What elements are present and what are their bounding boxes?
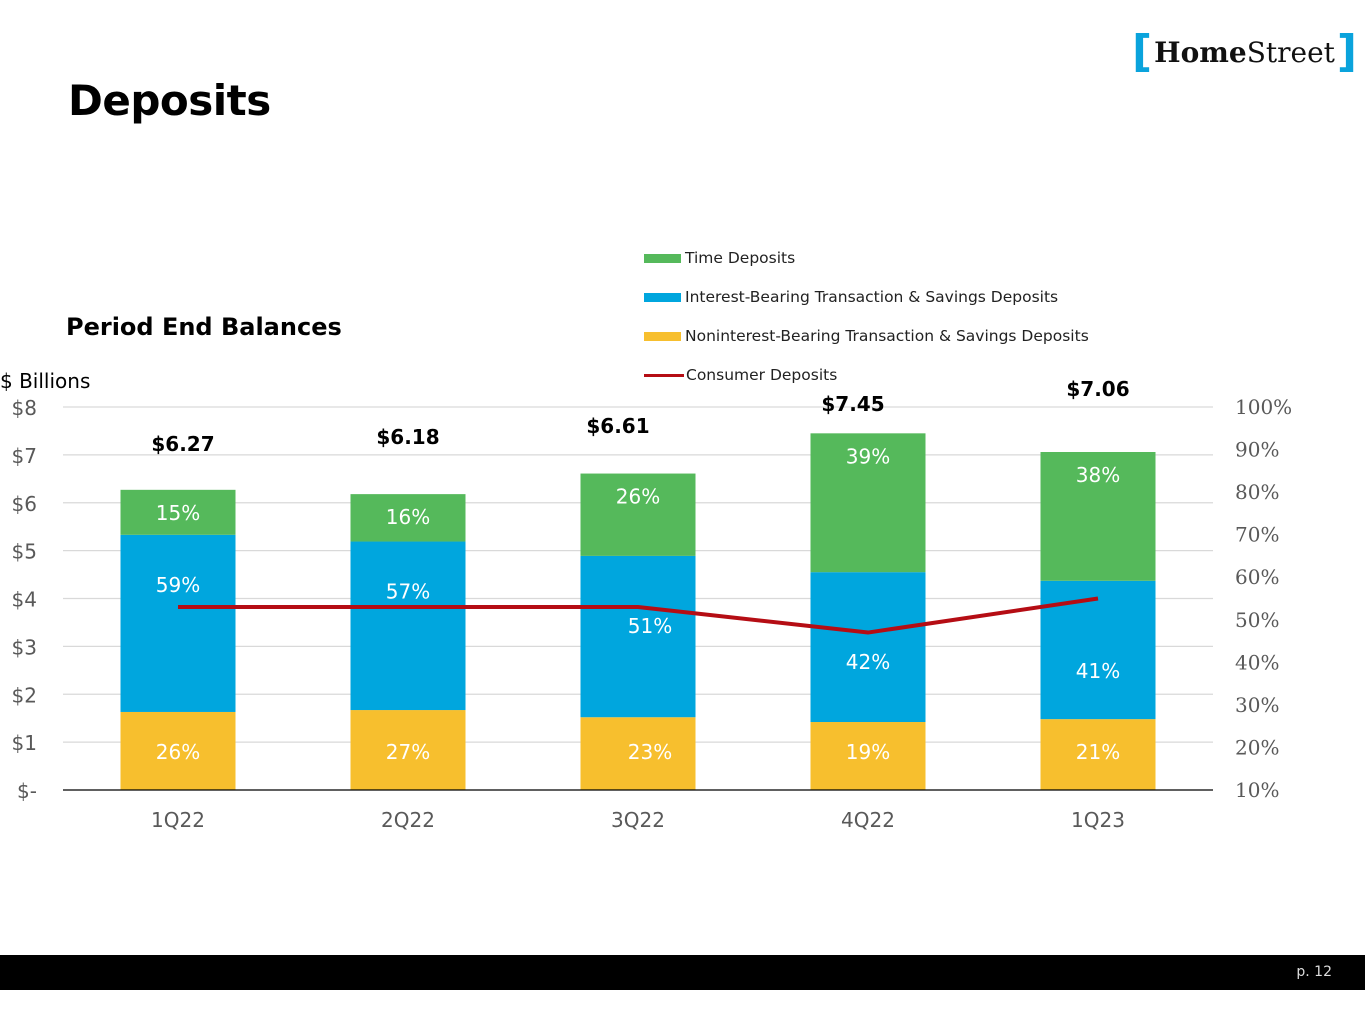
y-tick-label: $8 <box>12 396 37 420</box>
segment-pct-label: 26% <box>156 740 200 764</box>
bar-segment <box>1040 452 1156 581</box>
segment-pct-label: 27% <box>386 740 430 764</box>
bar-total-label: $6.61 <box>586 414 649 438</box>
y2-tick-label: 30% <box>1235 693 1279 717</box>
segment-pct-label: 57% <box>386 580 430 604</box>
legend-line-swatch <box>644 373 684 377</box>
y2-tick-label: 60% <box>1235 565 1279 589</box>
bar-total-label: $6.27 <box>151 432 214 456</box>
segment-pct-label: 26% <box>616 485 660 509</box>
bar-segment <box>810 572 926 723</box>
bar-segment <box>580 473 696 556</box>
bar-segment <box>580 555 696 718</box>
segment-pct-label: 19% <box>846 740 890 764</box>
bar-segment <box>810 433 926 573</box>
y-tick-label: $5 <box>12 540 37 564</box>
y2-tick-label: 40% <box>1235 650 1279 674</box>
logo-text: HomeStreet <box>1152 36 1337 69</box>
x-tick-label: 2Q22 <box>381 808 435 832</box>
x-tick-label: 1Q23 <box>1071 808 1125 832</box>
x-tick-label: 1Q22 <box>151 808 205 832</box>
bar-segment <box>350 494 466 542</box>
bar-segment <box>350 541 466 711</box>
logo-bracket-left: [ <box>1132 26 1153 77</box>
units-label: $ Billions <box>0 369 91 393</box>
legend-label: Consumer Deposits <box>686 366 838 384</box>
bar-segment <box>580 717 696 790</box>
y-tick-label: $6 <box>12 492 37 516</box>
legend-label: Time Deposits <box>685 249 796 267</box>
segment-pct-label: 15% <box>156 501 200 525</box>
y2-tick-label: 80% <box>1235 480 1279 504</box>
page-number: p. 12 <box>1296 964 1332 980</box>
bar-segment <box>120 489 236 535</box>
deposits-chart: $- $1 $2 $3 $4 $5 $6 $7 $8 10% 20% 30% 40% 50% 60% 70% 8… <box>12 377 1293 832</box>
legend-item-consumer-deposits: Consumer Deposits <box>644 365 837 385</box>
legend-label: Interest-Bearing Transaction & Savings D… <box>685 288 1059 306</box>
legend-item-noninterest-bearing: Noninterest-Bearing Transaction & Saving… <box>644 326 1089 346</box>
y-tick-label: $4 <box>12 588 37 612</box>
segment-pct-label: 21% <box>1076 740 1120 764</box>
chart-subtitle: Period End Balances <box>66 313 342 341</box>
footer-bar <box>0 955 1365 990</box>
logo-regular: Street <box>1246 35 1335 69</box>
segment-pct-label: 51% <box>628 614 672 638</box>
segment-pct-label: 42% <box>846 650 890 674</box>
y2-tick-label: 20% <box>1235 735 1279 759</box>
segment-pct-label: 16% <box>386 505 430 529</box>
x-tick-label: 4Q22 <box>841 808 895 832</box>
y2-tick-label: 70% <box>1235 523 1279 547</box>
legend-item-time-deposits: Time Deposits <box>644 248 795 268</box>
legend-swatch <box>644 292 681 302</box>
y-tick-label: $7 <box>12 444 37 468</box>
y-tick-label: $1 <box>12 731 37 755</box>
bar-segment <box>120 534 236 712</box>
legend-item-interest-bearing: Interest-Bearing Transaction & Savings D… <box>644 287 1058 307</box>
y2-tick-label: 10% <box>1235 778 1279 802</box>
y2-tick-label: 100% <box>1235 395 1292 419</box>
y-tick-label: $2 <box>12 683 37 707</box>
bar-segment <box>810 722 926 790</box>
y2-tick-label: 90% <box>1235 438 1279 462</box>
legend-label: Noninterest-Bearing Transaction & Saving… <box>685 327 1089 345</box>
homestreet-logo: [ HomeStreet ] <box>1132 30 1357 74</box>
logo-bracket-right: ] <box>1336 26 1358 77</box>
bar-total-label: $7.06 <box>1066 377 1129 401</box>
y-tick-label: $- <box>17 779 37 803</box>
logo-bold: Home <box>1154 35 1247 69</box>
segment-pct-label: 38% <box>1076 463 1120 487</box>
segment-pct-label: 41% <box>1076 659 1120 683</box>
bar-segment <box>1040 719 1156 790</box>
legend-swatch <box>644 331 681 341</box>
segment-pct-label: 39% <box>846 444 890 468</box>
x-tick-label: 3Q22 <box>611 808 665 832</box>
bar-total-label: $7.45 <box>821 392 884 416</box>
bar-segment <box>350 710 466 790</box>
y2-tick-label: 50% <box>1235 608 1279 632</box>
y-tick-label: $3 <box>12 635 37 659</box>
page-title: Deposits <box>68 76 271 125</box>
bar-total-label: $6.18 <box>376 425 439 449</box>
segment-pct-label: 23% <box>628 740 672 764</box>
bar-segment <box>1040 580 1156 720</box>
bar-segment <box>120 711 236 790</box>
legend-swatch <box>644 253 681 263</box>
segment-pct-label: 59% <box>156 573 200 597</box>
